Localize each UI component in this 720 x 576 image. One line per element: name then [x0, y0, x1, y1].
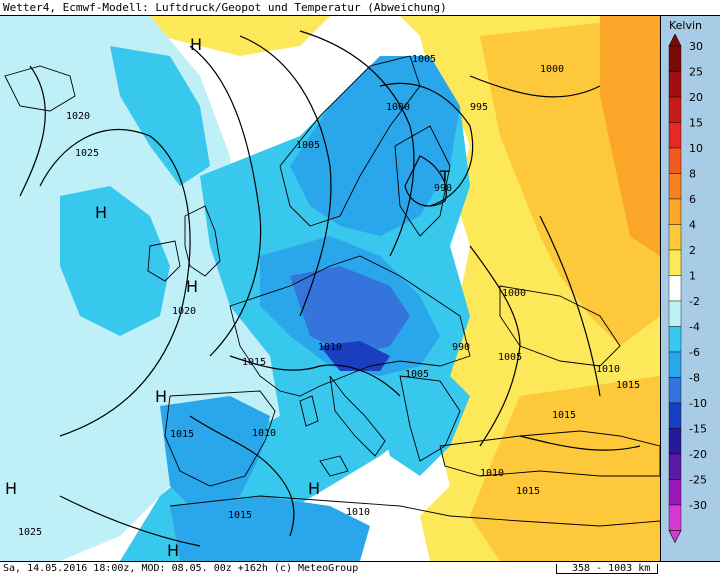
weather-map: 1020 1025 1005 1000 995 990 1005 1000 10… — [0, 16, 660, 561]
cold-anomaly-scandinavia — [290, 56, 460, 236]
isobar-label: 1015 — [552, 410, 576, 421]
legend-label: -8 — [689, 372, 700, 385]
isobar-label: 1005 — [296, 140, 320, 151]
legend-swatch — [668, 224, 682, 251]
legend-swatch — [668, 147, 682, 174]
legend-swatch — [668, 275, 682, 302]
isobar-label: 995 — [470, 102, 488, 113]
cold-anomaly-balkans — [380, 366, 470, 476]
high-pressure-marker: H — [167, 541, 179, 560]
isobar-label: 1005 — [405, 369, 429, 380]
legend-arrow-down — [668, 530, 682, 544]
scale-label: 358 - 1003 km — [572, 563, 651, 574]
legend-label: 30 — [689, 40, 703, 53]
legend-swatch — [668, 428, 682, 455]
legend-label: -6 — [689, 346, 700, 359]
temperature-legend: Kelvin 30 25 20 15 10 8 6 4 2 1 -2 -4 -6 -8 -10 -15 -20 -… — [660, 16, 720, 561]
map-canvas: 1020 1025 1005 1000 995 990 1005 1000 10… — [0, 16, 660, 561]
cold-anomaly-core — [290, 266, 410, 356]
run-info: Sa, 14.05.2016 18:00z, MOD: 08.05. 00z +… — [3, 563, 359, 574]
footer-bar: Sa, 14.05.2016 18:00z, MOD: 08.05. 00z +… — [0, 561, 720, 576]
legend-swatch — [668, 300, 682, 327]
isobar-label: 1005 — [412, 54, 436, 65]
legend-swatch — [668, 45, 682, 72]
isobar-label: 1010 — [480, 468, 504, 479]
warm-anomaly-far-east — [600, 16, 660, 256]
map-title: Wetter4, Ecmwf-Modell: Luftdruck/Geopot … — [3, 1, 447, 14]
legend-swatch — [668, 504, 682, 531]
legend-swatch — [668, 453, 682, 480]
legend-label: 10 — [689, 142, 703, 155]
legend-swatch — [668, 326, 682, 353]
isobar-label: 1020 — [172, 306, 196, 317]
title-bar: Wetter4, Ecmwf-Modell: Luftdruck/Geopot … — [0, 0, 720, 16]
legend-swatch — [668, 122, 682, 149]
legend-label: 8 — [689, 168, 696, 181]
legend-label: 20 — [689, 91, 703, 104]
legend-swatch — [668, 479, 682, 506]
legend-colorbar: 30 25 20 15 10 8 6 4 2 1 -2 -4 -6 -8 -10 -15 -20 -25 -30 — [668, 34, 707, 544]
isobar-label: 1015 — [516, 486, 540, 497]
isobars — [19, 30, 641, 547]
legend-swatch — [668, 173, 682, 200]
high-pressure-marker: H — [155, 387, 167, 406]
high-pressure-marker: H — [186, 277, 198, 296]
legend-swatch — [668, 351, 682, 378]
legend-label: -2 — [689, 295, 700, 308]
scale-bar — [556, 564, 658, 574]
isobar-label: 1015 — [616, 380, 640, 391]
isobar-label: 1025 — [75, 148, 99, 159]
isobar-label: 1015 — [170, 429, 194, 440]
isobar-label: 1020 — [66, 111, 90, 122]
legend-unit-label: Kelvin — [669, 19, 703, 32]
legend-swatch — [668, 402, 682, 429]
legend-label: 6 — [689, 193, 696, 206]
legend-label: 4 — [689, 219, 696, 232]
isobar-label: 1000 — [540, 64, 564, 75]
high-pressure-marker: H — [190, 35, 202, 54]
legend-label: -20 — [689, 448, 707, 461]
legend-swatch — [668, 71, 682, 98]
legend-label: -4 — [689, 321, 700, 334]
legend-swatch — [668, 249, 682, 276]
cold-anomaly-north-africa — [170, 496, 370, 561]
cold-anomaly-alps — [320, 341, 390, 371]
legend-arrow-up — [668, 34, 682, 47]
pressure-centers: H H H T H H H H — [5, 35, 450, 560]
legend-label: 25 — [689, 66, 703, 79]
isobar-label: 990 — [452, 342, 470, 353]
isobar-label: 1000 — [386, 102, 410, 113]
legend-label: 1 — [689, 270, 696, 283]
isobar-label: 1010 — [346, 507, 370, 518]
isobar-label: 1015 — [228, 510, 252, 521]
legend-swatch — [668, 96, 682, 123]
isobar-label: 1010 — [252, 428, 276, 439]
high-pressure-marker: H — [95, 203, 107, 222]
legend-label: -25 — [689, 474, 707, 487]
legend-label: -10 — [689, 397, 707, 410]
legend-label: 2 — [689, 244, 696, 257]
legend-swatch — [668, 377, 682, 404]
coastlines — [4, 55, 660, 527]
high-pressure-marker: H — [5, 479, 17, 498]
isobar-label: 1000 — [502, 288, 526, 299]
high-pressure-marker: H — [308, 479, 320, 498]
isobar-label: 1010 — [318, 342, 342, 353]
cold-anomaly-iberia — [160, 396, 270, 516]
isobar-labels: 1020 1025 1005 1000 995 990 1005 1000 10… — [18, 54, 640, 538]
warm-anomaly-southeast — [470, 376, 660, 561]
isobar-label: 1010 — [596, 364, 620, 375]
isobar-label: 990 — [434, 183, 452, 194]
low-pressure-marker: T — [439, 167, 450, 186]
cold-anomaly-atlantic-mid — [60, 186, 170, 336]
legend-label: 15 — [689, 117, 703, 130]
cold-anomaly-north-atlantic — [110, 46, 210, 186]
legend-label: -15 — [689, 423, 707, 436]
isobar-label: 1015 — [242, 357, 266, 368]
legend-label: -30 — [689, 499, 707, 512]
legend-swatch — [668, 198, 682, 225]
isobar-label: 1025 — [18, 527, 42, 538]
isobar-label: 1005 — [498, 352, 522, 363]
